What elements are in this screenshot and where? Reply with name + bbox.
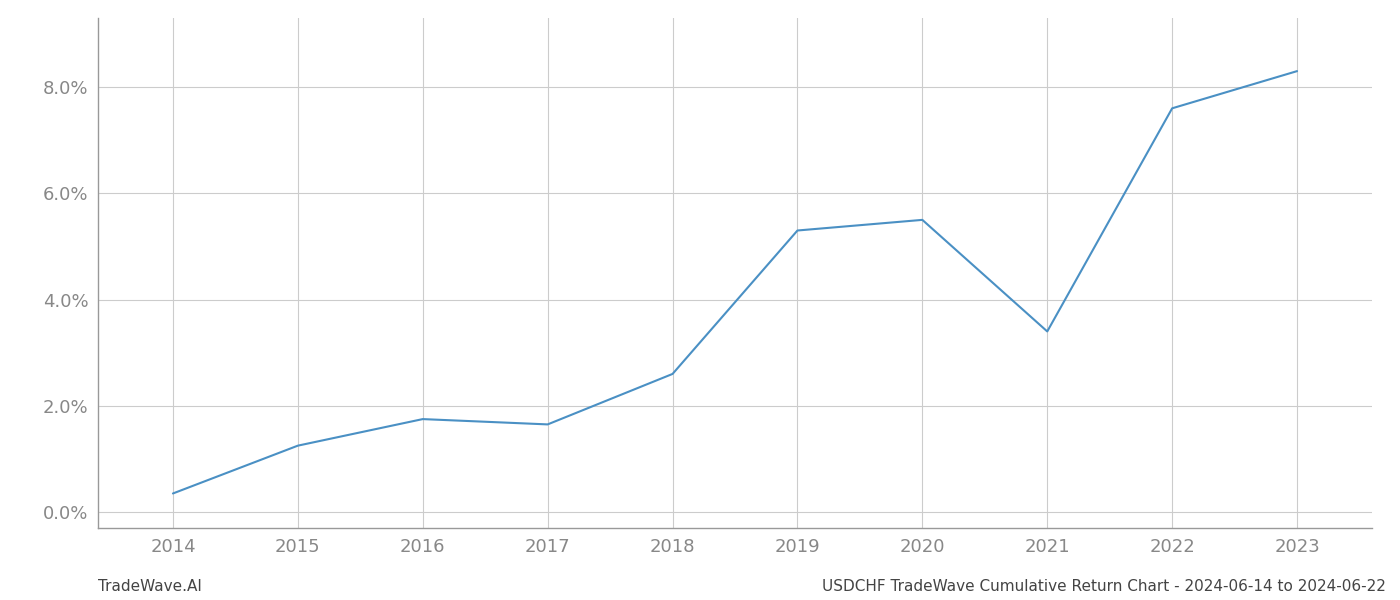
Text: USDCHF TradeWave Cumulative Return Chart - 2024-06-14 to 2024-06-22: USDCHF TradeWave Cumulative Return Chart… xyxy=(822,579,1386,594)
Text: TradeWave.AI: TradeWave.AI xyxy=(98,579,202,594)
